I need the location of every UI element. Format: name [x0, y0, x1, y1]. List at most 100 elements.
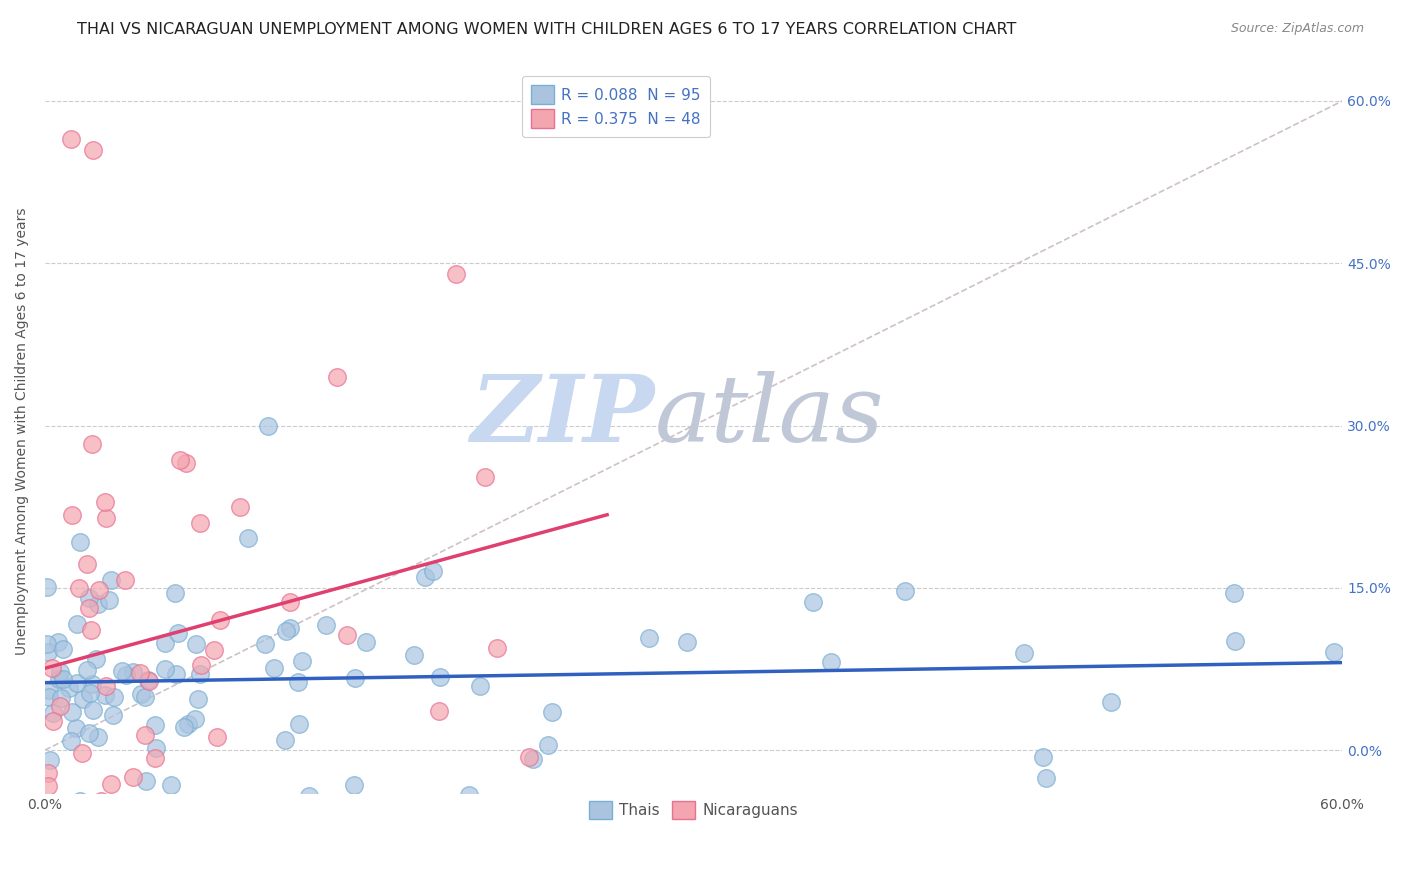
Point: [86, 845, 108, 859]
Point: [343, 671, 366, 685]
Point: [49, 665, 72, 679]
Point: [422, 565, 444, 579]
Point: [67, 581, 90, 595]
Point: [343, 779, 366, 793]
Point: [76, 838, 98, 853]
Point: [48, 672, 70, 686]
Point: [1012, 647, 1035, 661]
Point: [1223, 633, 1246, 648]
Point: [42, 706, 65, 721]
Point: [39, 753, 62, 767]
Point: [80, 437, 103, 451]
Point: [274, 732, 297, 747]
Point: [60, 706, 83, 720]
Point: [166, 626, 188, 640]
Point: [136, 673, 159, 687]
Point: [94, 495, 117, 509]
Point: [165, 586, 187, 600]
Point: [153, 636, 176, 650]
Point: [413, 570, 436, 584]
Point: [326, 369, 349, 384]
Point: [288, 716, 311, 731]
Point: [190, 658, 212, 673]
Point: [84, 652, 107, 666]
Point: [1099, 695, 1122, 709]
Point: [160, 778, 183, 792]
Point: [118, 813, 141, 827]
Point: [94, 510, 117, 524]
Point: [474, 470, 496, 484]
Point: [444, 267, 467, 281]
Point: [37, 766, 59, 780]
Point: [79, 686, 101, 700]
Text: Source: ZipAtlas.com: Source: ZipAtlas.com: [1230, 22, 1364, 36]
Point: [637, 631, 659, 645]
Point: [257, 418, 280, 433]
Point: [87, 731, 110, 745]
Point: [315, 618, 337, 632]
Point: [188, 825, 211, 839]
Point: [65, 617, 87, 632]
Point: [541, 705, 564, 719]
Point: [893, 583, 915, 598]
Point: [173, 720, 195, 734]
Point: [77, 601, 100, 615]
Point: [354, 635, 377, 649]
Point: [49, 691, 72, 706]
Point: [115, 668, 138, 682]
Point: [205, 731, 228, 745]
Text: THAI VS NICARAGUAN UNEMPLOYMENT AMONG WOMEN WITH CHILDREN AGES 6 TO 17 YEARS COR: THAI VS NICARAGUAN UNEMPLOYMENT AMONG WO…: [77, 22, 1017, 37]
Point: [65, 676, 87, 690]
Point: [134, 728, 156, 742]
Point: [458, 789, 481, 803]
Point: [111, 665, 134, 679]
Point: [46, 634, 69, 648]
Text: ZIP: ZIP: [471, 371, 655, 461]
Point: [38, 683, 60, 698]
Point: [820, 655, 842, 669]
Point: [80, 676, 103, 690]
Point: [37, 645, 59, 659]
Point: [87, 582, 110, 597]
Point: [522, 752, 544, 766]
Point: [143, 751, 166, 765]
Point: [169, 453, 191, 467]
Point: [100, 777, 122, 791]
Point: [274, 624, 297, 638]
Point: [37, 580, 59, 594]
Point: [801, 595, 824, 609]
Point: [134, 690, 156, 704]
Point: [59, 132, 82, 146]
Point: [114, 574, 136, 588]
Point: [96, 680, 118, 694]
Point: [49, 699, 72, 714]
Point: [128, 666, 150, 681]
Point: [188, 667, 211, 681]
Point: [1032, 749, 1054, 764]
Point: [129, 687, 152, 701]
Point: [58, 681, 80, 696]
Point: [65, 722, 87, 736]
Point: [676, 635, 699, 649]
Point: [486, 640, 509, 655]
Point: [77, 591, 100, 606]
Point: [1223, 586, 1246, 600]
Point: [202, 642, 225, 657]
Point: [278, 595, 301, 609]
Point: [165, 666, 187, 681]
Point: [94, 688, 117, 702]
Point: [60, 808, 83, 822]
Point: [184, 712, 207, 726]
Point: [77, 726, 100, 740]
Point: [429, 670, 451, 684]
Point: [98, 593, 121, 607]
Point: [517, 749, 540, 764]
Point: [104, 863, 127, 877]
Point: [122, 665, 145, 679]
Point: [537, 738, 560, 752]
Point: [143, 717, 166, 731]
Point: [37, 638, 59, 652]
Point: [38, 690, 60, 704]
Point: [280, 622, 302, 636]
Point: [121, 770, 143, 784]
